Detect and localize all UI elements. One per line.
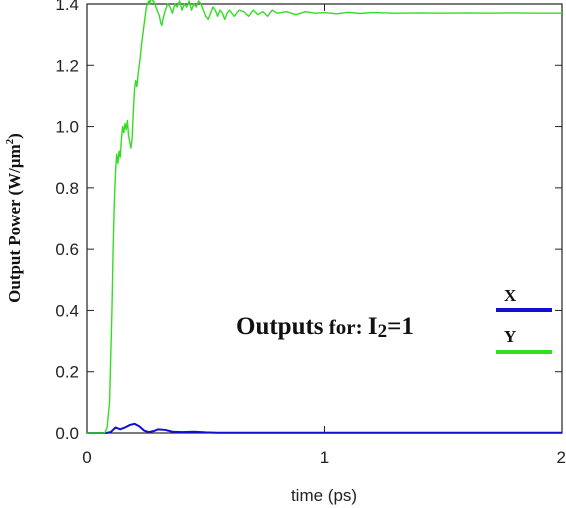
y-axis-title-tail: ) [5, 133, 24, 139]
y-tick-label: 0.2 [55, 363, 79, 382]
x-axis-ticks: 0 1 2 [82, 4, 566, 467]
y-tick-label: 1.4 [55, 0, 79, 14]
legend-label-y: Y [504, 327, 516, 346]
legend: X Y [496, 286, 552, 354]
plot-area-border [86, 3, 563, 434]
y-tick-label: 1.2 [55, 56, 79, 75]
plot-frame [86, 3, 563, 434]
y-axis-title-main: Output Power (W/μm [5, 144, 24, 303]
annotation-prefix: Outputs [236, 313, 324, 340]
x-tick-label: 2 [557, 448, 566, 467]
y-tick-label: 0.0 [55, 424, 79, 443]
y-axis-title: Output Power (W/μm2) [4, 133, 24, 303]
annotation-suffix: =1 [387, 313, 414, 340]
series-line-y [87, 0, 562, 434]
series-lines [87, 0, 562, 434]
x-axis-title: time (ps) [291, 486, 357, 505]
y-tick-label: 0.4 [55, 301, 79, 320]
y-tick-label: 0.6 [55, 240, 79, 259]
series-line-x [87, 422, 562, 434]
y-tick-label: 1.0 [55, 118, 79, 137]
annotation-variable: I [368, 313, 378, 340]
x-tick-label: 1 [320, 448, 329, 467]
y-axis-title-superscript: 2 [4, 138, 16, 144]
annotation-middle: for: [324, 315, 368, 339]
x-tick-label: 0 [82, 448, 91, 467]
annotation-subscript: 2 [378, 321, 388, 342]
y-axis-ticks: 0.0 0.2 0.4 0.6 0.8 1.0 1.2 1.4 [55, 0, 562, 443]
plot-annotation: Outputs for: I2=1 [236, 313, 414, 342]
y-tick-label: 0.8 [55, 179, 79, 198]
legend-label-x: X [504, 286, 517, 305]
